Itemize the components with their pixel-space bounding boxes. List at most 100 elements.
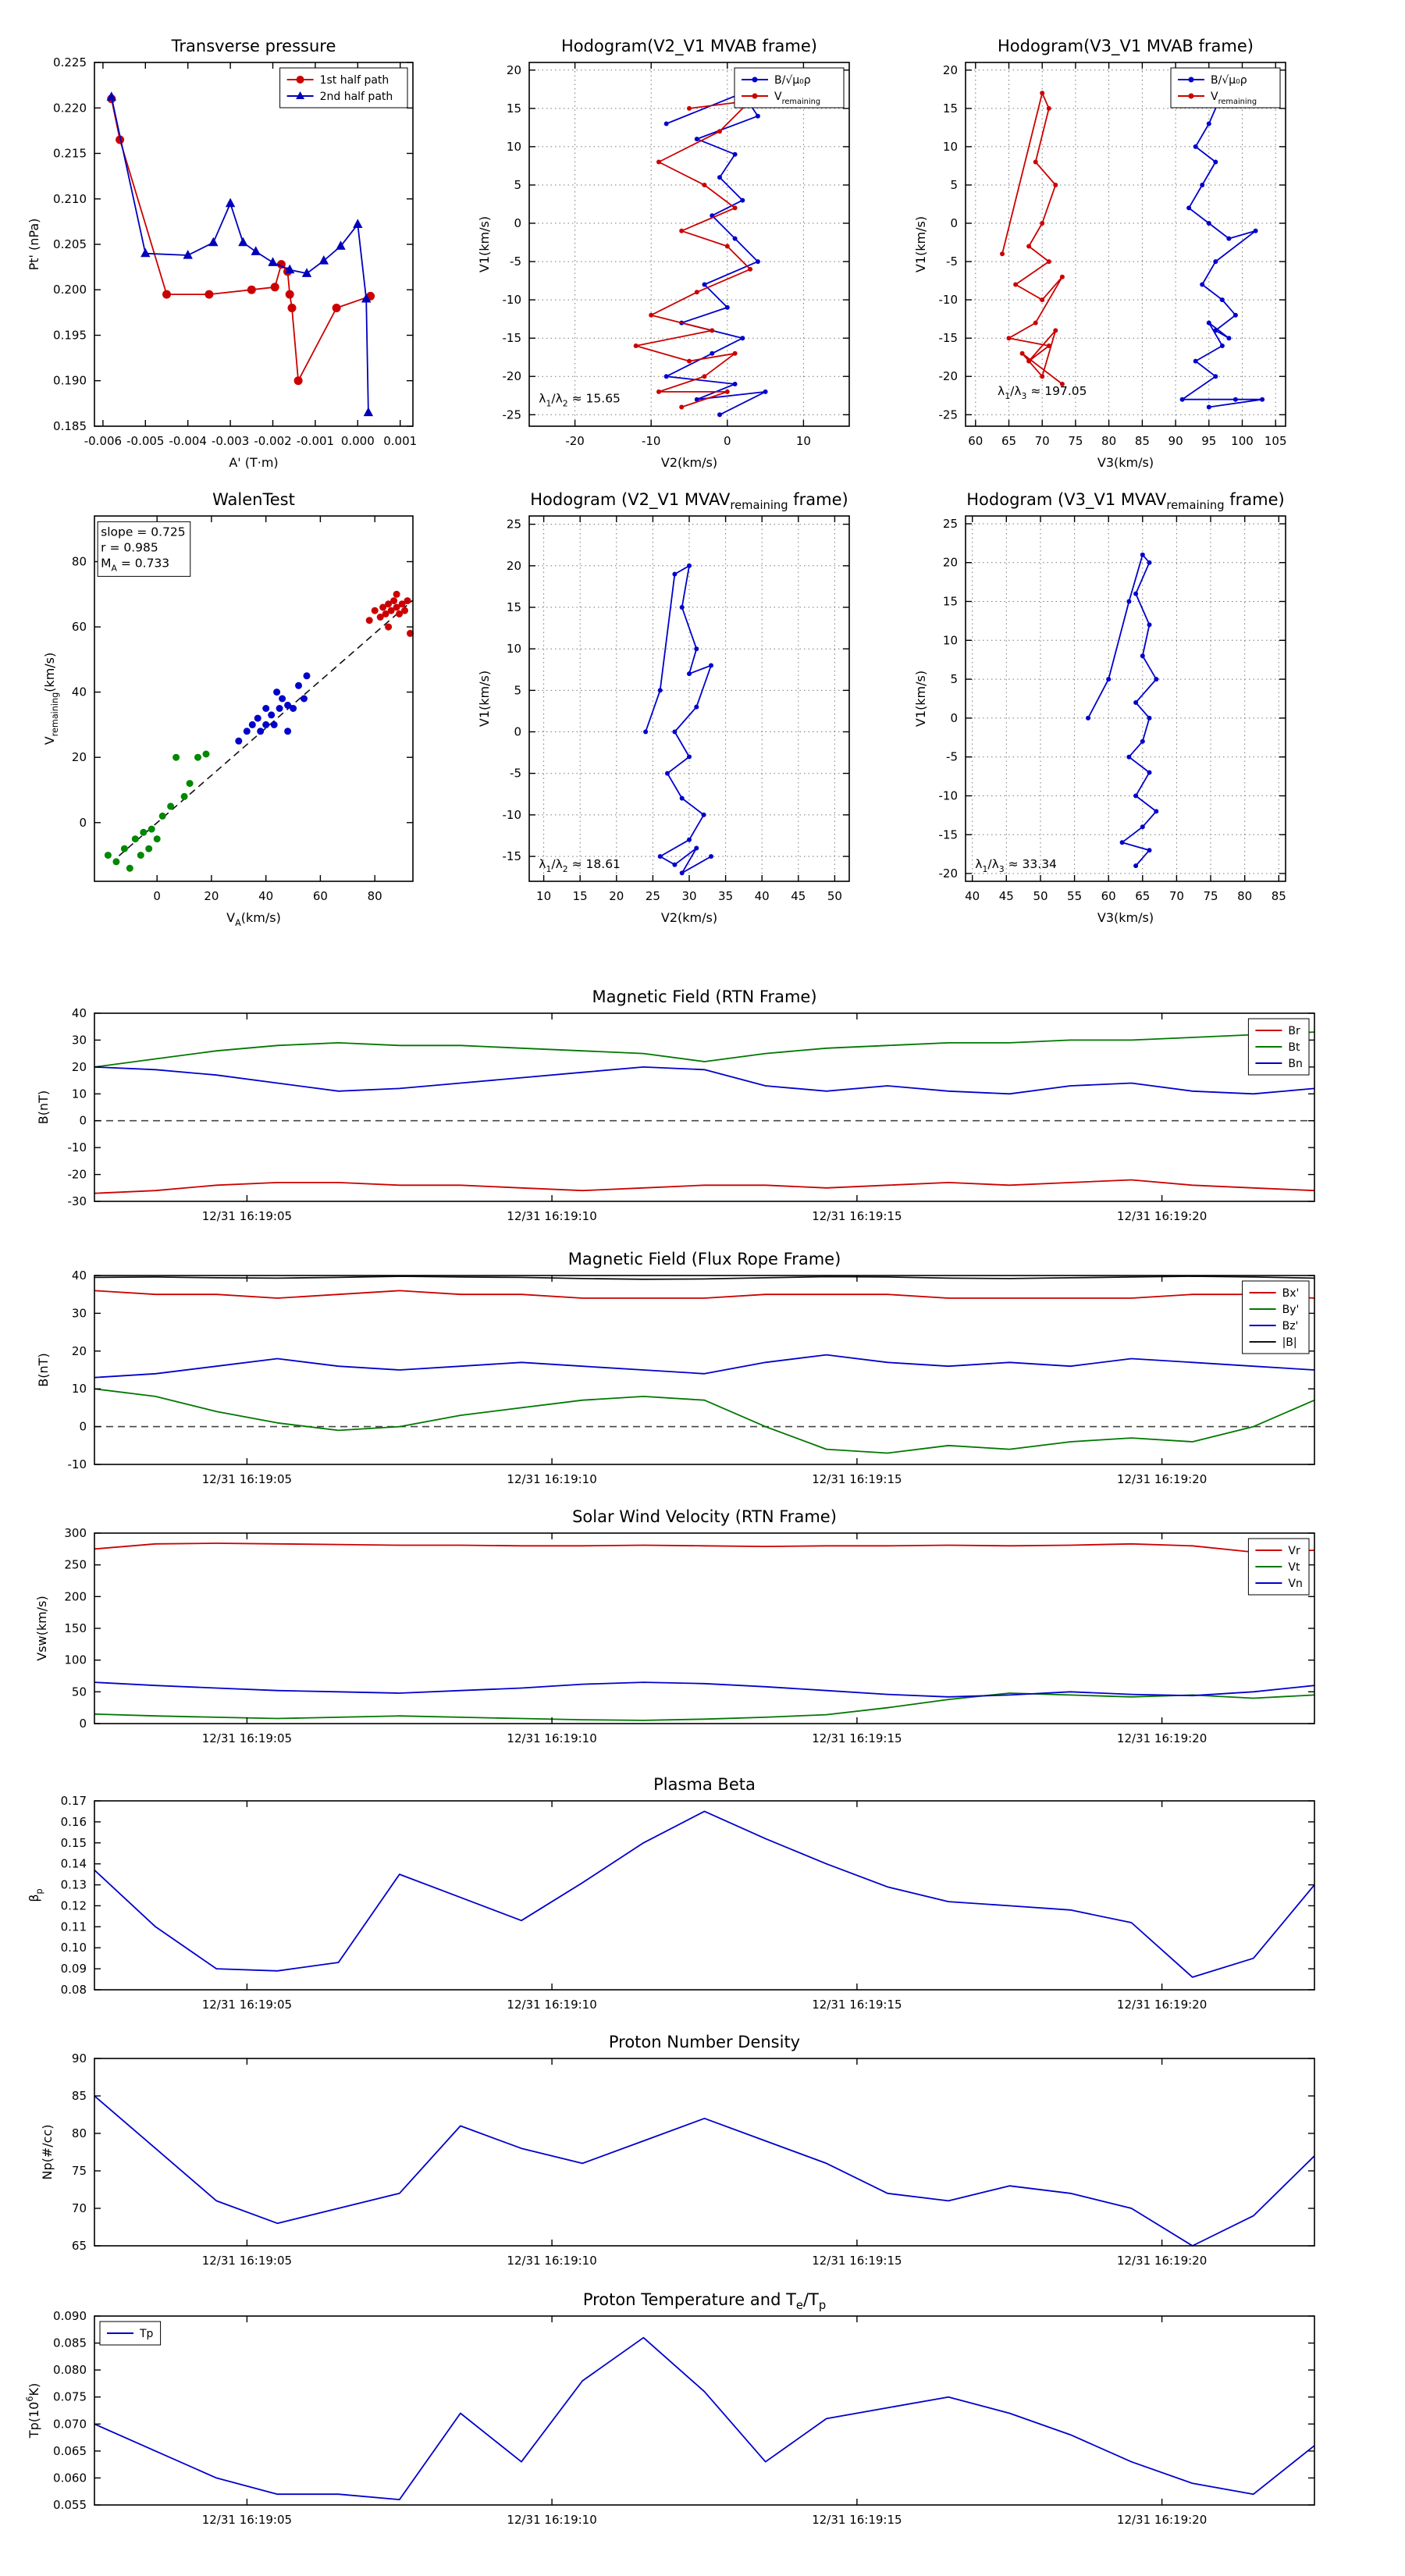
y-tick-label: 0.200 [53, 283, 87, 297]
marker-dot [273, 688, 281, 696]
annotation: λ1/λ3 ≈ 33.34 [975, 857, 1057, 874]
marker-dot [1059, 274, 1065, 279]
y-tick-label: 0.190 [53, 374, 87, 388]
marker-dot [1193, 144, 1198, 149]
marker-dot [1147, 715, 1152, 720]
series-v-remaining [1000, 91, 1065, 386]
x-tick-label: 65 [1135, 889, 1150, 903]
x-tick-label: 12/31 16:19:05 [202, 2513, 292, 2527]
marker-dot [365, 617, 373, 624]
y-tick-label: 25 [943, 517, 958, 531]
x-tick-label: 30 [681, 889, 696, 903]
series-line [94, 1388, 1315, 1454]
plot-bg [529, 62, 849, 426]
x-tick-label: 0 [724, 434, 731, 448]
marker-dot [262, 705, 270, 712]
y-tick-label: -20 [939, 369, 959, 383]
marker-triangle [106, 91, 116, 101]
y-tick-label: 0.075 [53, 2390, 87, 2404]
x-tick-label: 12/31 16:19:15 [812, 2513, 902, 2527]
x-tick-label: -10 [642, 434, 661, 448]
y-tick-label: -15 [939, 331, 959, 345]
marker-dot [396, 610, 404, 617]
chart-hodogram-v2v1-mvab: -20 -10 0 10 -25 -20 -15 -10 -5 0 5 10 15 20 Hodogram(… [477, 37, 850, 470]
marker-dot [649, 312, 654, 318]
y-tick-label: 250 [64, 1558, 87, 1572]
marker-dot [131, 835, 139, 843]
marker-dot [755, 113, 760, 119]
annotation: λ1/λ3 ≈ 197.05 [998, 384, 1087, 401]
marker-dot [1026, 358, 1032, 364]
series-br [94, 1179, 1315, 1194]
legend-label: Bt [1288, 1041, 1300, 1054]
x-tick-label: 40 [258, 889, 273, 903]
y-axis-label: B(nT) [36, 1091, 51, 1124]
marker-dot [740, 197, 745, 203]
x-tick-label: 60 [968, 434, 983, 448]
marker-dot [1053, 183, 1058, 187]
plot-bg [94, 1533, 1314, 1724]
marker-dot [1200, 282, 1205, 287]
x-tick-label: 12/31 16:19:20 [1117, 2513, 1207, 2527]
marker-dot [665, 770, 670, 776]
marker-dot [672, 729, 678, 735]
y-tick-label: -25 [939, 407, 959, 422]
y-tick-label: 0.08 [61, 1983, 87, 1997]
marker-dot [148, 825, 155, 833]
plot-bg [94, 1013, 1314, 1201]
legend-sample-marker [752, 93, 758, 99]
marker-dot [1133, 793, 1139, 799]
y-axis-label: Vsw(km/s) [34, 1596, 49, 1660]
y-tick-label: 0 [79, 1114, 87, 1128]
marker-dot [694, 704, 699, 710]
marker-dot [186, 780, 194, 788]
marker-dot [732, 236, 738, 241]
x-tick-label: 105 [1264, 434, 1287, 448]
annotation-text: λ1/λ3 ≈ 197.05 [998, 384, 1087, 401]
legend: B/√μ₀ρ Vremaining [734, 67, 845, 109]
axes-frame [965, 515, 1286, 882]
chart-hodogram-v2v1-mvav: 10 15 20 25 30 35 40 45 50 -15 -10 -5 0 5 10 15 20 25 Hodo… [477, 490, 850, 925]
chart-title: Transverse pressure [171, 37, 336, 55]
axes-frame [94, 1800, 1315, 1991]
series-line [118, 600, 414, 857]
marker-dot [710, 328, 715, 333]
y-tick-label: -10 [939, 293, 959, 307]
y-tick-label: 30 [72, 1033, 87, 1047]
x-tick-label: -0.006 [84, 434, 122, 448]
chart-title: Hodogram(V3_V1 MVAB frame) [998, 37, 1254, 56]
marker-dot [694, 646, 699, 652]
y-tick-label: -30 [68, 1194, 87, 1208]
marker-dot [1186, 205, 1192, 211]
marker-circle [270, 283, 279, 292]
marker-dot [1253, 228, 1258, 233]
marker-dot [1226, 336, 1232, 341]
marker-dot [1193, 358, 1198, 364]
series-line [94, 1692, 1315, 1721]
marker-dot [145, 845, 153, 852]
marker-dot [702, 282, 707, 287]
axes-frame [528, 62, 850, 427]
series-line [94, 1681, 1315, 1698]
marker-dot [1040, 297, 1045, 303]
plot-bg [966, 62, 1286, 426]
legend: Bx' By' Bz' |B| [1242, 1280, 1310, 1354]
marker-dot [167, 802, 175, 810]
marker-dot [180, 792, 188, 800]
marker-dot [140, 828, 148, 836]
marker-triangle [268, 257, 278, 266]
x-tick-label: 12/31 16:19:10 [507, 1472, 596, 1486]
axes-frame [94, 1275, 1315, 1465]
marker-dot [679, 228, 685, 233]
marker-dot [694, 137, 699, 142]
x-tick-label: 80 [1101, 434, 1116, 448]
y-tick-label: 20 [72, 1060, 87, 1074]
legend: B/√μ₀ρ Vremaining [1170, 67, 1281, 109]
x-tick-label: 95 [1201, 434, 1216, 448]
marker-dot [763, 389, 768, 394]
y-axis-label: V1(km/s) [477, 216, 492, 272]
y-tick-label: 15 [507, 600, 521, 614]
y-tick-label: -20 [68, 1168, 87, 1182]
y-tick-label: 10 [72, 1087, 87, 1101]
